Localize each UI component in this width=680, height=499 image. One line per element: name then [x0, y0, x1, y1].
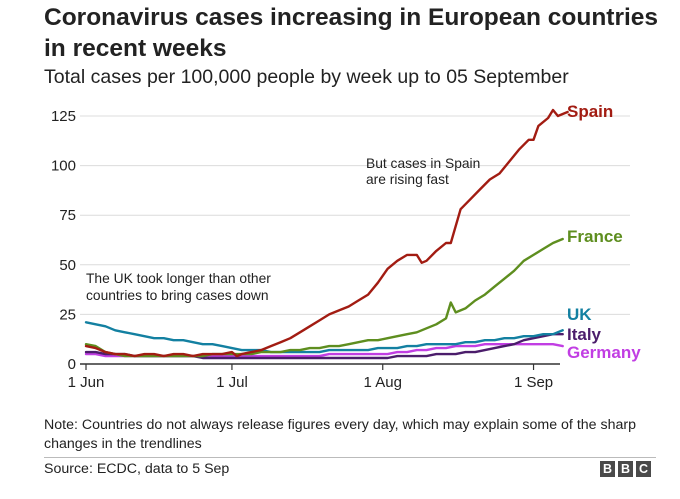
bbc-logo-letter: B — [600, 461, 615, 477]
footer-divider — [44, 457, 656, 458]
annotations: But cases in Spain are rising fast The U… — [86, 156, 480, 303]
x-tick-label: 1 Jul — [216, 374, 248, 391]
series-line-uk — [84, 321, 564, 354]
y-axis-ticks: 0 25 50 75 100 125 — [51, 108, 76, 373]
series-lines — [84, 108, 569, 360]
chart-source: Source: ECDC, data to 5 Sep — [44, 461, 230, 477]
annotation-spain-line2: are rising fast — [366, 172, 449, 187]
gridlines — [80, 115, 630, 315]
series-line-spain — [84, 108, 569, 358]
x-tick-label: 1 Jun — [68, 374, 105, 391]
annotation-uk-line2: countries to bring cases down — [86, 288, 269, 303]
annotation-uk-line1: The UK took longer than other — [86, 271, 271, 286]
x-tick-label: 1 Sep — [514, 374, 553, 391]
y-tick-label: 25 — [59, 306, 76, 323]
y-tick-label: 50 — [59, 257, 76, 274]
series-label-germany: Germany — [567, 343, 641, 362]
bbc-logo-letter: C — [636, 461, 651, 477]
chart-note: Note: Countries do not always release fi… — [44, 417, 636, 452]
series-label-italy: Italy — [567, 325, 602, 344]
series-label-uk: UK — [567, 305, 592, 324]
y-tick-label: 0 — [68, 356, 76, 373]
x-axis: 1 Jun 1 Jul 1 Aug 1 Sep — [68, 363, 560, 391]
bbc-logo-letter: B — [618, 461, 633, 477]
chart-title: Coronavirus cases increasing in European… — [44, 4, 659, 62]
series-label-spain: Spain — [567, 102, 613, 121]
chart-subtitle: Total cases per 100,000 people by week u… — [44, 66, 569, 88]
annotation-spain-line1: But cases in Spain — [366, 156, 480, 171]
series-label-france: France — [567, 227, 623, 246]
y-tick-label: 100 — [51, 158, 76, 175]
y-tick-label: 125 — [51, 108, 76, 125]
bbc-logo: B B C — [600, 461, 651, 477]
y-tick-label: 75 — [59, 207, 76, 224]
line-chart: 0 25 50 75 100 125 1 Jun 1 Jul 1 Aug 1 Sep Spain… — [51, 102, 641, 391]
x-tick-label: 1 Aug — [364, 374, 402, 391]
